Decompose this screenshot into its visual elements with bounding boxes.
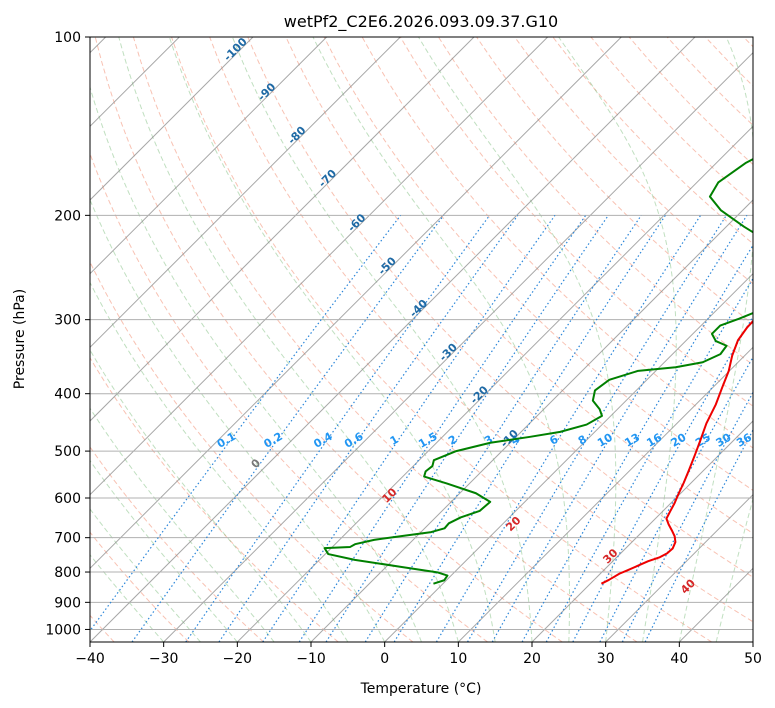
mixing-ratio-line xyxy=(644,428,753,642)
axes: −40 −30 −20 −10 0 10 20 30 40 50 100 200 300 400 500 60… xyxy=(45,30,762,667)
y-axis-title: Pressure (hPa) xyxy=(12,289,28,389)
mixing-ratio-line xyxy=(262,214,556,642)
isotherm xyxy=(90,37,549,496)
plot-frame xyxy=(89,36,754,643)
x-tick-label: 40 xyxy=(670,651,688,667)
y-tick-label: 100 xyxy=(54,30,81,46)
isotherm xyxy=(310,199,753,642)
sounding-series xyxy=(323,158,753,585)
moist-adiabat xyxy=(231,37,533,642)
isotherm xyxy=(90,37,475,422)
dry-adiabat xyxy=(285,37,753,535)
y-tick-label: 200 xyxy=(54,208,81,224)
x-tick-label: 10 xyxy=(449,651,467,667)
isotherm xyxy=(90,37,622,570)
dry-adiabat xyxy=(90,356,339,642)
mixing-ratio-line xyxy=(466,215,727,642)
moist-adiabat xyxy=(90,198,386,642)
y-tick-label: 900 xyxy=(54,595,81,611)
isotherm xyxy=(163,51,753,642)
isotherm xyxy=(90,37,328,275)
dry-adiabat xyxy=(399,37,753,407)
isotherm xyxy=(457,346,753,642)
mixing-ratio-line xyxy=(521,244,753,642)
y-tick-label: 400 xyxy=(54,387,81,403)
mixing-ratio-line xyxy=(545,277,753,642)
temperature-line xyxy=(600,319,753,585)
moist-adiabat xyxy=(90,459,238,642)
y-tick-label: 700 xyxy=(54,531,81,547)
x-tick-label: −40 xyxy=(75,651,105,667)
x-tick-label: 50 xyxy=(744,651,762,667)
dry-adiabat xyxy=(171,37,713,642)
mixing-ratio-line xyxy=(393,215,666,642)
x-tick-label: −30 xyxy=(149,651,179,667)
dry-adiabat xyxy=(361,37,753,449)
mixing-ratio-line xyxy=(298,214,587,642)
dry-adiabat xyxy=(247,37,753,578)
x-tick-label: −10 xyxy=(296,651,326,667)
mixing-ratio-label: 36 xyxy=(734,431,754,450)
moist-adiabat xyxy=(418,37,617,642)
x-tick-label: 20 xyxy=(523,651,541,667)
y-tick-label: 1000 xyxy=(45,622,81,638)
dry-adiabat xyxy=(94,37,563,642)
moist-adiabat xyxy=(168,37,496,642)
mixing-ratio-line xyxy=(364,215,642,642)
moist-adiabat xyxy=(678,37,753,642)
dry-adiabat xyxy=(132,37,638,642)
dry-adiabat xyxy=(514,37,753,285)
y-tick-label: 300 xyxy=(54,313,81,329)
x-tick-label: 0 xyxy=(380,651,389,667)
isotherm xyxy=(90,37,254,201)
isotherm xyxy=(384,272,753,642)
dry-adiabat xyxy=(90,152,488,642)
isotherm xyxy=(90,37,401,349)
y-tick-label: 500 xyxy=(54,444,81,460)
mixing-ratio-line xyxy=(325,214,609,642)
isotherm xyxy=(236,125,753,642)
dry-adiabat xyxy=(323,37,753,491)
dry-adiabat xyxy=(90,531,190,642)
moist-adiabat xyxy=(558,37,677,642)
x-axis-title: Temperature (°C) xyxy=(360,681,482,697)
isotherm xyxy=(605,493,753,642)
x-tick-label: 30 xyxy=(597,651,615,667)
moist-adiabat xyxy=(90,281,349,642)
isotherm xyxy=(90,37,696,642)
mixing-ratio-line xyxy=(185,214,491,642)
dry-adiabat xyxy=(438,37,753,366)
mixing-ratio-line xyxy=(218,214,519,642)
mixing-ratio-line xyxy=(131,214,445,642)
isotherm xyxy=(531,420,753,642)
moist-adiabat xyxy=(715,497,753,642)
x-tick-label: −20 xyxy=(223,651,253,667)
moist-adiabat xyxy=(118,37,459,642)
background-lines xyxy=(90,37,753,642)
y-tick-label: 600 xyxy=(54,491,81,507)
dewpoint-line xyxy=(323,158,753,585)
dry-adiabat xyxy=(90,446,264,642)
moist-adiabat xyxy=(90,407,275,642)
chart-title: wetPf2_C2E6.2026.093.09.37.G10 xyxy=(284,12,558,32)
y-tick-label: 800 xyxy=(54,565,81,581)
